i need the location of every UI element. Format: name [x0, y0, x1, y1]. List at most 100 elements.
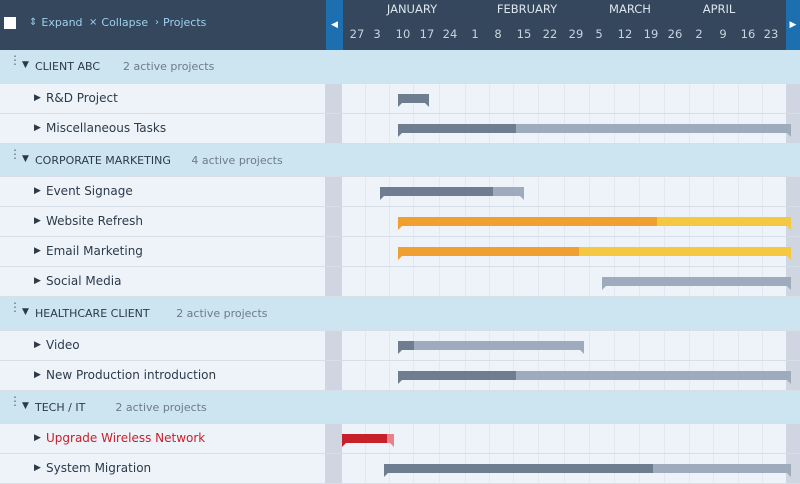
bar-progress — [397, 217, 658, 226]
gridline — [713, 330, 714, 360]
task-bar[interactable] — [397, 370, 792, 384]
chevron-right-icon: › — [155, 17, 159, 28]
caret-right-icon[interactable]: ▶ — [34, 369, 41, 380]
week-label: 23 — [763, 27, 779, 41]
task-bar[interactable] — [601, 277, 792, 290]
task-row[interactable]: ▶ R&D Project — [0, 83, 800, 114]
group-row[interactable]: ⋮ ▼ CLIENT ABC 2 active projects — [0, 50, 800, 84]
gridline — [762, 83, 763, 113]
task-row[interactable]: ▶ Upgrade Wireless Network — [0, 424, 800, 454]
caret-right-icon[interactable]: ▶ — [34, 433, 41, 443]
gridline — [762, 424, 763, 453]
week-label: 16 — [740, 27, 756, 41]
group-name: TECH / IT — [35, 400, 86, 414]
gridline — [564, 424, 565, 453]
drag-handle-icon[interactable]: ⋮ — [9, 393, 21, 408]
caret-right-icon[interactable]: ▶ — [34, 216, 41, 226]
gridline — [639, 424, 640, 453]
gridline — [564, 83, 565, 113]
task-bar[interactable] — [397, 123, 792, 137]
task-bar[interactable] — [383, 464, 792, 477]
gridline — [365, 83, 366, 113]
right-gutter — [786, 177, 800, 206]
gridline — [513, 424, 514, 453]
task-row[interactable]: ▶ Social Media — [0, 267, 800, 297]
gridline — [664, 424, 665, 453]
caret-right-icon[interactable]: ▶ — [34, 92, 41, 103]
drag-handle-icon[interactable]: ⋮ — [9, 300, 21, 314]
task-name[interactable]: Website Refresh — [46, 214, 143, 228]
gridline — [639, 330, 640, 360]
collapse-button[interactable]: ⨯ Collapse — [89, 16, 149, 29]
task-name[interactable]: System Migration — [46, 461, 152, 475]
gridline — [589, 83, 590, 113]
drag-handle-icon[interactable]: ⋮ — [9, 53, 21, 67]
caret-right-icon[interactable]: ▶ — [34, 276, 41, 286]
task-name[interactable]: R&D Project — [46, 90, 118, 105]
gridline — [614, 83, 615, 113]
select-all-checkbox[interactable] — [4, 17, 16, 29]
left-gutter — [325, 177, 342, 206]
task-bar[interactable] — [397, 217, 792, 230]
gridline — [689, 424, 690, 453]
bar-remaining — [657, 217, 792, 226]
task-row[interactable]: ▶ Video — [0, 330, 800, 361]
caret-right-icon[interactable]: ▶ — [34, 339, 41, 350]
task-bar[interactable] — [380, 187, 525, 200]
gridline — [439, 424, 440, 453]
left-gutter — [325, 207, 342, 236]
week-label: 1 — [471, 27, 479, 41]
timeline-next-button[interactable]: ▶ — [786, 0, 800, 50]
task-row[interactable]: ▶ System Migration — [0, 454, 800, 484]
gridline — [439, 267, 440, 296]
gridline — [738, 83, 739, 113]
drag-handle-icon[interactable]: ⋮ — [9, 146, 21, 161]
caret-right-icon[interactable]: ▶ — [34, 246, 41, 256]
group-count: 2 active projects — [176, 307, 268, 320]
week-label: 9 — [719, 27, 727, 41]
gridline — [639, 83, 640, 113]
bar-progress — [397, 370, 516, 380]
caret-right-icon[interactable]: ▶ — [34, 122, 41, 133]
caret-down-icon[interactable]: ▼ — [22, 400, 29, 411]
caret-down-icon[interactable]: ▼ — [22, 307, 29, 317]
gridline — [389, 113, 390, 143]
week-label: 27 — [349, 27, 365, 41]
task-row[interactable]: ▶ Email Marketing — [0, 237, 800, 267]
group-row[interactable]: ⋮ ▼ TECH / IT 2 active projects — [0, 390, 800, 424]
task-bar[interactable] — [397, 247, 792, 260]
gridline — [489, 267, 490, 296]
task-name[interactable]: Social Media — [46, 274, 122, 288]
timeline-prev-button[interactable]: ◀ — [326, 0, 343, 50]
left-gutter — [325, 454, 342, 483]
caret-down-icon[interactable]: ▼ — [22, 60, 29, 70]
chevrons-collapse-icon: ⨯ — [89, 17, 98, 28]
task-name[interactable]: Email Marketing — [46, 244, 143, 258]
task-name[interactable]: Upgrade Wireless Network — [46, 431, 206, 445]
task-bar[interactable] — [397, 340, 585, 354]
task-bar[interactable] — [342, 434, 395, 447]
caret-right-icon[interactable]: ▶ — [34, 186, 41, 196]
bar-progress — [397, 247, 579, 256]
group-row[interactable]: ⋮ ▼ HEALTHCARE CLIENT 2 active projects — [0, 297, 800, 331]
week-label: 19 — [643, 27, 659, 41]
group-row[interactable]: ⋮ ▼ CORPORATE MARKETING 4 active projects — [0, 143, 800, 177]
task-row[interactable]: ▶ Event Signage — [0, 177, 800, 207]
task-name[interactable]: New Production introduction — [46, 367, 217, 382]
task-name[interactable]: Event Signage — [46, 184, 133, 198]
projects-button[interactable]: › Projects — [155, 16, 207, 29]
caret-right-icon[interactable]: ▶ — [34, 463, 41, 473]
gridline — [489, 83, 490, 113]
gridline — [513, 83, 514, 113]
gridline — [738, 330, 739, 360]
bar-remaining — [492, 187, 525, 196]
task-row[interactable]: ▶ Website Refresh — [0, 207, 800, 237]
bar-remaining — [578, 247, 792, 256]
task-row[interactable]: ▶ Miscellaneous Tasks — [0, 113, 800, 144]
caret-down-icon[interactable]: ▼ — [22, 153, 29, 164]
task-row[interactable]: ▶ New Production introduction — [0, 360, 800, 391]
task-bar[interactable] — [397, 93, 430, 107]
task-name[interactable]: Video — [46, 337, 80, 352]
expand-button[interactable]: ⇕ Expand — [29, 16, 83, 29]
task-name[interactable]: Miscellaneous Tasks — [46, 120, 167, 135]
